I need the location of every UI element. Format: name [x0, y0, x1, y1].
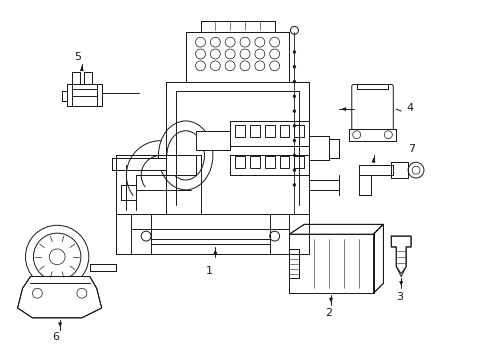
Polygon shape — [230, 156, 308, 175]
Polygon shape — [165, 82, 308, 215]
Polygon shape — [289, 234, 373, 293]
Circle shape — [292, 65, 295, 68]
Circle shape — [292, 184, 295, 186]
Polygon shape — [62, 91, 67, 101]
Polygon shape — [390, 236, 410, 274]
Polygon shape — [328, 139, 338, 158]
Circle shape — [49, 249, 65, 265]
Polygon shape — [390, 162, 407, 178]
Polygon shape — [18, 276, 102, 318]
Polygon shape — [195, 131, 230, 150]
Polygon shape — [356, 84, 387, 89]
Polygon shape — [83, 72, 92, 84]
Circle shape — [292, 154, 295, 157]
Polygon shape — [165, 156, 195, 175]
Text: 3: 3 — [395, 292, 403, 302]
Polygon shape — [121, 185, 136, 200]
Polygon shape — [348, 129, 395, 141]
FancyBboxPatch shape — [351, 85, 392, 133]
Circle shape — [292, 124, 295, 127]
Polygon shape — [358, 165, 392, 175]
Polygon shape — [67, 84, 102, 106]
Polygon shape — [90, 264, 116, 271]
Polygon shape — [185, 32, 289, 82]
Polygon shape — [289, 249, 299, 278]
Polygon shape — [200, 21, 274, 32]
Text: 5: 5 — [74, 52, 81, 62]
Circle shape — [407, 162, 423, 178]
Polygon shape — [230, 121, 308, 145]
Polygon shape — [289, 224, 383, 234]
Text: 7: 7 — [407, 144, 414, 154]
Polygon shape — [116, 156, 200, 215]
Circle shape — [292, 109, 295, 113]
Polygon shape — [308, 136, 328, 160]
Polygon shape — [72, 72, 80, 84]
Ellipse shape — [158, 121, 212, 190]
Text: 4: 4 — [406, 103, 412, 113]
Circle shape — [292, 139, 295, 142]
Circle shape — [25, 225, 89, 288]
Circle shape — [290, 26, 298, 34]
Text: 2: 2 — [325, 308, 331, 318]
Circle shape — [292, 50, 295, 54]
Circle shape — [292, 80, 295, 83]
Polygon shape — [358, 175, 370, 195]
Circle shape — [292, 95, 295, 98]
Text: 6: 6 — [52, 332, 59, 342]
Text: 1: 1 — [205, 266, 212, 275]
Circle shape — [292, 169, 295, 172]
Polygon shape — [111, 158, 165, 170]
Polygon shape — [116, 215, 308, 254]
Polygon shape — [373, 224, 383, 293]
